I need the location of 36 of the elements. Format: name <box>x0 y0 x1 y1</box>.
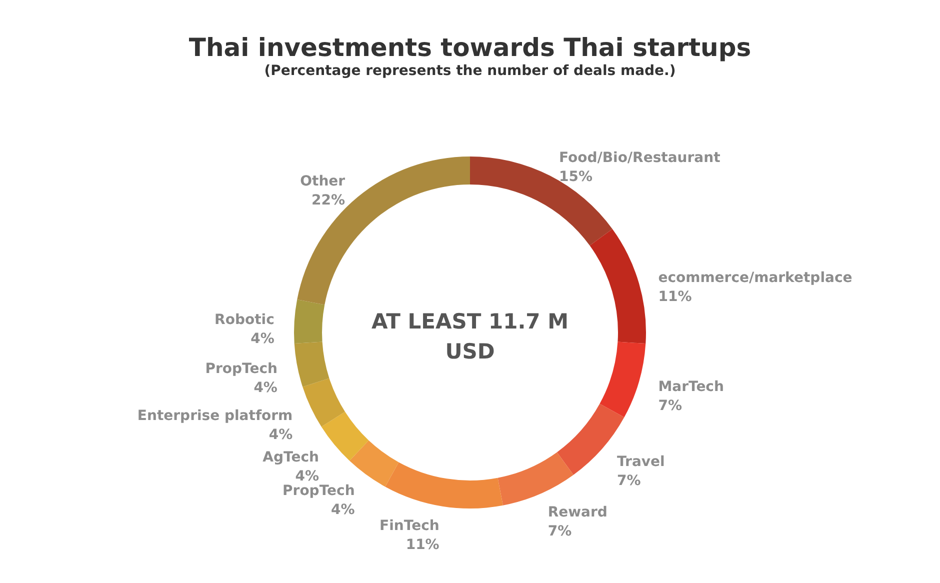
donut-slice <box>590 229 646 344</box>
data-label: 11% <box>406 537 440 554</box>
donut-slice <box>294 342 330 387</box>
donut-slice <box>385 462 503 508</box>
data-label: 22% <box>312 192 346 208</box>
data-label: 4% <box>295 468 319 484</box>
slice-label: Food/Bio/Restaurant <box>558 150 721 166</box>
slice-label: AgTech <box>262 449 319 466</box>
chart-subtitle: (Percentage represents the number of deals made.) <box>264 63 676 79</box>
slice-label: Other <box>300 173 346 190</box>
data-label: 7% <box>548 523 572 540</box>
chart-title: Thai investments towards Thai startups <box>188 33 752 62</box>
donut-slice <box>294 300 325 344</box>
donut-slice <box>321 412 369 461</box>
donut-slice <box>302 378 346 427</box>
data-label: 7% <box>658 398 682 414</box>
donut-slice <box>297 156 470 305</box>
data-label: 4% <box>268 426 293 443</box>
data-label: 4% <box>254 380 278 396</box>
data-label: 15% <box>558 168 592 185</box>
slice-label: Travel <box>617 454 665 470</box>
slice-label: Enterprise platform <box>137 408 293 424</box>
donut-slice <box>600 342 646 418</box>
slice-label: PropTech <box>282 483 355 500</box>
data-label: 11% <box>658 288 692 305</box>
slice-label: PropTech <box>205 361 278 378</box>
data-label: 7% <box>617 473 641 490</box>
data-label: 4% <box>331 502 355 518</box>
data-label: 4% <box>250 331 274 348</box>
slice-label: Reward <box>548 504 608 520</box>
slice-label: Robotic <box>214 312 274 328</box>
slice-label: ecommerce/marketplace <box>658 270 852 286</box>
slice-label: MarTech <box>658 379 724 396</box>
donut-slice <box>498 452 574 506</box>
slice-label: FinTech <box>380 518 440 534</box>
text: AT LEAST 11.7 M USD <box>371 310 569 364</box>
